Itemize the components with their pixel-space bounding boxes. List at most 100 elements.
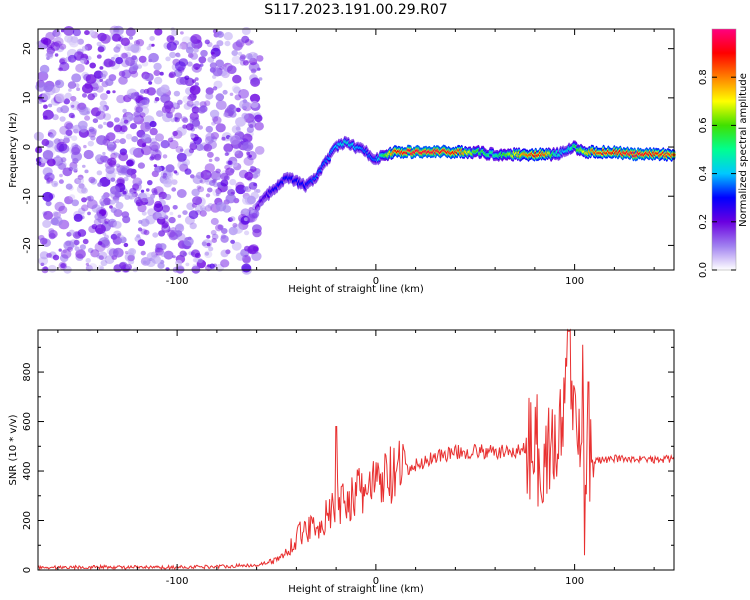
noise-blob bbox=[197, 106, 206, 114]
noise-blob bbox=[94, 224, 106, 235]
noise-blob bbox=[191, 188, 200, 197]
noise-blob bbox=[87, 93, 95, 101]
noise-blob bbox=[52, 211, 59, 217]
noise-blob bbox=[43, 104, 48, 109]
colorbar-frame bbox=[711, 28, 737, 271]
colorbar-gradient bbox=[712, 29, 736, 270]
noise-blob bbox=[176, 152, 187, 162]
noise-blob bbox=[175, 61, 186, 71]
noise-blob bbox=[231, 50, 238, 56]
noise-blob bbox=[116, 177, 125, 185]
noise-blob bbox=[149, 36, 155, 41]
noise-blob bbox=[54, 201, 65, 212]
snr-x-axis-label: Height of straight line (km) bbox=[288, 584, 424, 595]
noise-blob bbox=[97, 241, 103, 246]
noise-blob bbox=[167, 137, 174, 143]
noise-blob bbox=[100, 74, 107, 79]
noise-blob bbox=[199, 210, 207, 217]
y-tick-label: 200 bbox=[22, 511, 33, 530]
noise-blob bbox=[200, 49, 208, 57]
noise-blob bbox=[90, 128, 97, 135]
noise-blob bbox=[99, 197, 109, 207]
noise-blob bbox=[151, 149, 162, 159]
noise-blob bbox=[110, 177, 116, 182]
noise-blob bbox=[54, 53, 59, 57]
y-tick-label: -20 bbox=[22, 237, 33, 253]
noise-blob bbox=[158, 230, 166, 237]
noise-blob bbox=[123, 119, 129, 124]
noise-blob bbox=[118, 76, 128, 85]
noise-blob bbox=[93, 218, 102, 226]
colorbar-label: Normalized spectral amplitude bbox=[738, 73, 749, 227]
y-tick-label: 800 bbox=[22, 363, 33, 382]
noise-blob bbox=[206, 172, 211, 176]
noise-blob bbox=[212, 116, 222, 125]
noise-blob bbox=[230, 239, 236, 244]
noise-blob bbox=[212, 74, 217, 79]
noise-blob bbox=[123, 94, 132, 103]
noise-blob bbox=[115, 152, 120, 157]
noise-blob bbox=[64, 121, 73, 130]
noise-blob bbox=[227, 217, 233, 222]
noise-blob bbox=[184, 75, 190, 81]
noise-blob bbox=[200, 179, 206, 184]
noise-blob bbox=[99, 266, 105, 271]
noise-blob bbox=[229, 178, 237, 186]
noise-blob bbox=[137, 203, 147, 213]
noise-blob bbox=[68, 229, 76, 236]
noise-blob bbox=[207, 140, 218, 150]
noise-blob bbox=[154, 28, 163, 36]
noise-blob bbox=[231, 55, 242, 65]
noise-blob bbox=[46, 158, 56, 167]
noise-blob bbox=[83, 149, 94, 160]
noise-blob bbox=[162, 112, 173, 123]
noise-blob bbox=[178, 45, 182, 49]
noise-blob bbox=[123, 242, 129, 248]
noise-blob bbox=[73, 239, 80, 246]
noise-blob bbox=[164, 193, 172, 201]
noise-blob bbox=[44, 172, 55, 182]
noise-blob bbox=[56, 141, 68, 152]
noise-blob bbox=[58, 67, 63, 72]
noise-blob bbox=[216, 31, 224, 38]
noise-blob bbox=[186, 61, 193, 67]
noise-blob bbox=[51, 180, 59, 188]
noise-blob bbox=[252, 228, 262, 238]
noise-blob bbox=[245, 53, 253, 60]
noise-blob bbox=[33, 131, 45, 141]
colorbar-ticks: 0.0 0.2 0.4 0.6 0.8 bbox=[698, 28, 737, 278]
noise-blob bbox=[148, 81, 153, 85]
noise-blob bbox=[177, 160, 188, 170]
noise-blob bbox=[59, 254, 69, 262]
noise-blob bbox=[77, 38, 84, 45]
noise-blob bbox=[225, 193, 237, 204]
noise-blob bbox=[119, 262, 127, 270]
noise-blob bbox=[48, 103, 53, 108]
colorbar-tick-label: 0.2 bbox=[698, 214, 709, 230]
noise-blob bbox=[99, 66, 104, 70]
noise-blob bbox=[104, 234, 109, 240]
noise-blob bbox=[153, 69, 161, 76]
noise-blob bbox=[46, 40, 55, 49]
noise-blob bbox=[49, 133, 55, 139]
noise-blob bbox=[222, 89, 228, 95]
noise-blob bbox=[211, 121, 216, 126]
noise-blob bbox=[45, 200, 52, 207]
noise-blob bbox=[199, 101, 207, 108]
noise-blob bbox=[81, 204, 89, 212]
noise-blob bbox=[114, 117, 120, 123]
noise-blob bbox=[224, 109, 234, 118]
noise-blob bbox=[137, 162, 145, 169]
noise-blob bbox=[190, 133, 195, 139]
noise-blob bbox=[102, 151, 106, 156]
noise-blob bbox=[46, 177, 54, 184]
noise-blob bbox=[160, 251, 167, 257]
snr-frame bbox=[37, 329, 675, 571]
noise-blob bbox=[191, 106, 200, 114]
noise-blob bbox=[76, 184, 87, 194]
noise-blob bbox=[149, 195, 155, 200]
noise-blob bbox=[55, 93, 66, 103]
noise-blob bbox=[190, 132, 195, 137]
noise-blob bbox=[131, 136, 139, 143]
noise-blob bbox=[64, 92, 72, 100]
